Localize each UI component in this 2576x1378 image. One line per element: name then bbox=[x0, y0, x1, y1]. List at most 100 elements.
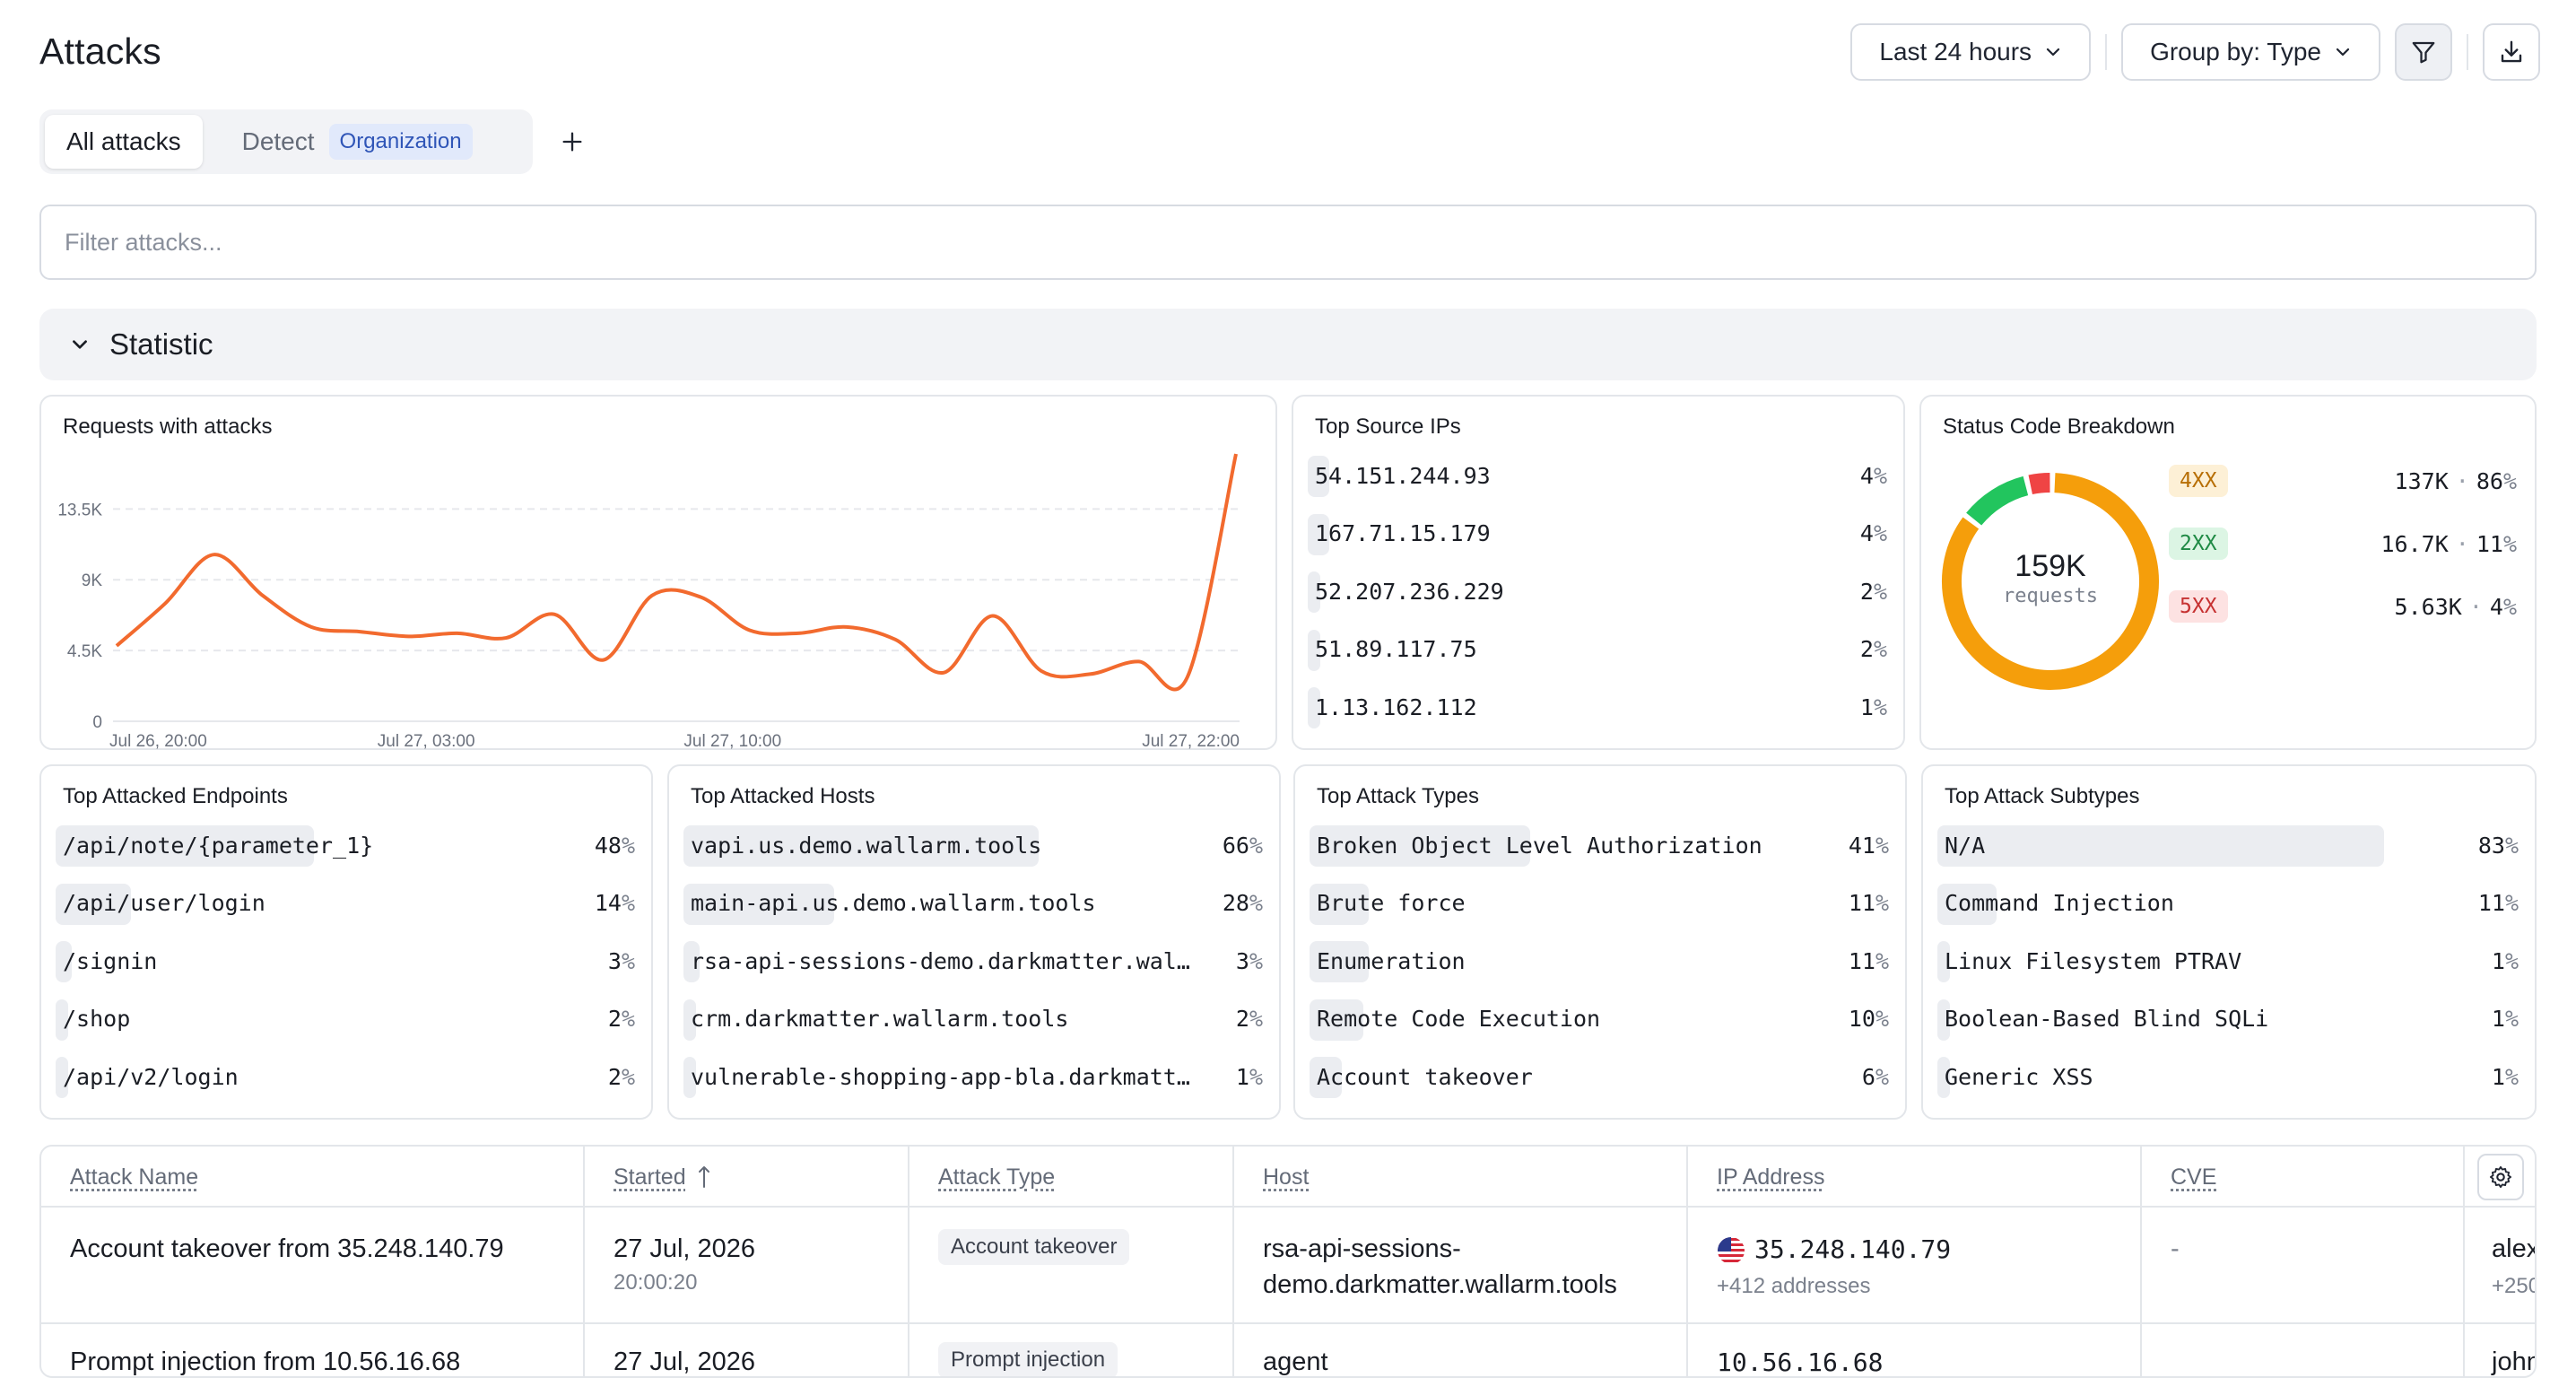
top-hosts-card: Top Attacked Hosts vapi.us.demo.wallarm.… bbox=[667, 764, 1281, 1120]
column-header-host[interactable]: Host bbox=[1263, 1164, 1310, 1190]
download-button[interactable] bbox=[2483, 23, 2540, 81]
list-item[interactable]: N/A 83% bbox=[1937, 816, 2519, 875]
percent-sign: % bbox=[1249, 947, 1263, 974]
table-settings-button[interactable] bbox=[2477, 1154, 2524, 1200]
item-percentage: 10% bbox=[1836, 1006, 1889, 1032]
separator-dot: · bbox=[2455, 467, 2469, 494]
attack-name[interactable]: Account takeover from 35.248.140.79 bbox=[70, 1234, 504, 1263]
percentage-bar bbox=[1937, 1057, 1950, 1098]
donut-segment-2xx[interactable] bbox=[1966, 475, 2029, 526]
time-range-dropdown[interactable]: Last 24 hours bbox=[1850, 23, 2092, 81]
x-tick-label: Jul 27, 10:00 bbox=[683, 732, 781, 751]
list-item[interactable]: 54.151.244.93 4% bbox=[1308, 447, 1887, 505]
endpoint-list: /api/note/{parameter_1} 48%/api/user/logi… bbox=[56, 816, 635, 1106]
list-item[interactable]: crm.darkmatter.wallarm.tools 2% bbox=[683, 990, 1263, 1049]
percentage-value: 83 bbox=[2477, 832, 2505, 859]
percent-sign: % bbox=[1249, 1063, 1263, 1090]
attack-subtype-list: N/A 83% Command Injection 11% Linux Filesyst… bbox=[1937, 816, 2519, 1106]
status-code-row[interactable]: 4XX 137K · 86% bbox=[2169, 461, 2517, 501]
item-percentage: 2% bbox=[596, 1064, 635, 1090]
list-item[interactable]: Enumeration 11% bbox=[1310, 932, 1889, 990]
card-title: Top Attacked Hosts bbox=[691, 784, 875, 808]
percentage-bar bbox=[56, 999, 68, 1041]
list-item[interactable]: rsa-api-sessions-demo.darkmatter.wal… 3% bbox=[683, 932, 1263, 990]
list-item[interactable]: main-api.us.demo.wallarm.tools 28% bbox=[683, 875, 1263, 933]
item-name: rsa-api-sessions-demo.darkmatter.wal… bbox=[691, 947, 1190, 974]
list-item[interactable]: /api/user/login 14% bbox=[56, 875, 635, 933]
item-percentage: 1% bbox=[2479, 948, 2519, 974]
list-item[interactable]: Linux Filesystem PTRAV 1% bbox=[1937, 932, 2519, 990]
percentage-bar bbox=[1308, 629, 1320, 671]
item-percentage: 83% bbox=[2466, 833, 2519, 859]
list-item[interactable]: /shop 2% bbox=[56, 990, 635, 1049]
percent-sign: % bbox=[2502, 530, 2517, 557]
group-by-dropdown[interactable]: Group by: Type bbox=[2121, 23, 2380, 81]
list-item[interactable]: Generic XSS 1% bbox=[1937, 1048, 2519, 1106]
tab-label: Detect bbox=[241, 127, 315, 155]
column-divider bbox=[2463, 1147, 2465, 1376]
list-item[interactable]: Broken Object Level Authorization 41% bbox=[1310, 816, 1889, 875]
sort-icon bbox=[698, 1166, 709, 1188]
attack-time: 20:00:20 bbox=[614, 1270, 698, 1295]
percentage-value: 1 bbox=[1235, 1063, 1249, 1090]
us-flag-icon bbox=[1718, 1237, 1745, 1264]
percent-sign: % bbox=[621, 832, 635, 859]
status-code-row[interactable]: 5XX 5.63K · 4% bbox=[2169, 587, 2517, 626]
list-item[interactable]: Brute force 11% bbox=[1310, 875, 1889, 933]
list-item[interactable]: /signin 3% bbox=[56, 932, 635, 990]
tab-label: All attacks bbox=[66, 127, 181, 155]
group-by-label: Group by: Type bbox=[2150, 38, 2321, 65]
list-item[interactable]: 52.207.236.229 2% bbox=[1308, 563, 1887, 621]
chevron-down-icon bbox=[2336, 48, 2350, 57]
percentage-bar bbox=[56, 825, 314, 867]
item-percentage: 66% bbox=[1210, 833, 1263, 859]
table-row[interactable]: Account takeover from 35.248.140.79 27 J… bbox=[41, 1209, 2535, 1322]
column-header-started[interactable]: Started bbox=[585, 1147, 711, 1208]
tab-detect[interactable]: Detect Organization bbox=[221, 115, 494, 169]
item-name: 51.89.117.75 bbox=[1315, 636, 1477, 663]
percentage-value: 11 bbox=[2477, 890, 2505, 917]
column-header-ip-address[interactable]: IP Address bbox=[1717, 1164, 1825, 1190]
ip-address[interactable]: 10.56.16.68 bbox=[1717, 1347, 1884, 1377]
percentage-value: 4 bbox=[1859, 462, 1874, 489]
statistic-toggle[interactable]: Statistic bbox=[39, 309, 2537, 380]
status-code-row[interactable]: 2XX 16.7K · 11% bbox=[2169, 524, 2517, 563]
list-item[interactable]: 51.89.117.75 2% bbox=[1308, 621, 1887, 679]
item-name: 52.207.236.229 bbox=[1315, 578, 1504, 605]
filter-attacks-input[interactable] bbox=[39, 205, 2537, 280]
list-item[interactable]: 167.71.15.179 4% bbox=[1308, 505, 1887, 563]
ip-address[interactable]: 35.248.140.79 bbox=[1754, 1234, 1952, 1264]
column-header-attack-name[interactable]: Attack Name bbox=[70, 1164, 199, 1190]
item-name: /shop bbox=[63, 1006, 131, 1033]
item-percentage: 2% bbox=[1848, 579, 1887, 605]
host-line-2: demo.darkmatter.wallarm.tools bbox=[1263, 1270, 1617, 1299]
ip-more[interactable]: +412 addresses bbox=[1717, 1274, 1871, 1298]
list-item[interactable]: /api/v2/login 2% bbox=[56, 1048, 635, 1106]
add-tab-button[interactable] bbox=[554, 124, 590, 160]
donut-segment-5xx[interactable] bbox=[2028, 473, 2050, 495]
list-item[interactable]: Command Injection 11% bbox=[1937, 875, 2519, 933]
item-percentage: 3% bbox=[1223, 948, 1263, 974]
list-item[interactable]: vulnerable-shopping-app-bla.darkmatt… 1% bbox=[683, 1048, 1263, 1106]
list-item[interactable]: 1.13.162.112 1% bbox=[1308, 678, 1887, 737]
attack-name[interactable]: Prompt injection from 10.56.16.68 bbox=[70, 1347, 461, 1376]
column-header-attack-type[interactable]: Attack Type bbox=[938, 1164, 1056, 1190]
percentage-value: 2 bbox=[607, 1063, 622, 1090]
item-name: Command Injection bbox=[1945, 890, 2174, 917]
tab-all-attacks[interactable]: All attacks bbox=[45, 115, 203, 169]
list-item[interactable]: /api/note/{parameter_1} 48% bbox=[56, 816, 635, 875]
column-divider bbox=[1232, 1147, 1234, 1376]
requests-series-line[interactable] bbox=[115, 453, 1238, 692]
table-row[interactable]: Prompt injection from 10.56.16.68 27 Jul… bbox=[41, 1324, 2535, 1377]
column-header-cve[interactable]: CVE bbox=[2171, 1164, 2217, 1190]
item-percentage: 2% bbox=[1223, 1006, 1263, 1032]
list-item[interactable]: Boolean-Based Blind SQLi 1% bbox=[1937, 990, 2519, 1049]
list-item[interactable]: vapi.us.demo.wallarm.tools 66% bbox=[683, 816, 1263, 875]
filter-button[interactable] bbox=[2395, 23, 2452, 81]
percentage-value: 28 bbox=[1222, 890, 1249, 917]
list-item[interactable]: Remote Code Execution 10% bbox=[1310, 990, 1889, 1049]
donut-segment-4xx[interactable] bbox=[1942, 473, 2159, 690]
list-item[interactable]: Account takeover 6% bbox=[1310, 1048, 1889, 1106]
status-percentage: 4 bbox=[2489, 593, 2503, 620]
percentage-value: 66 bbox=[1222, 832, 1249, 859]
